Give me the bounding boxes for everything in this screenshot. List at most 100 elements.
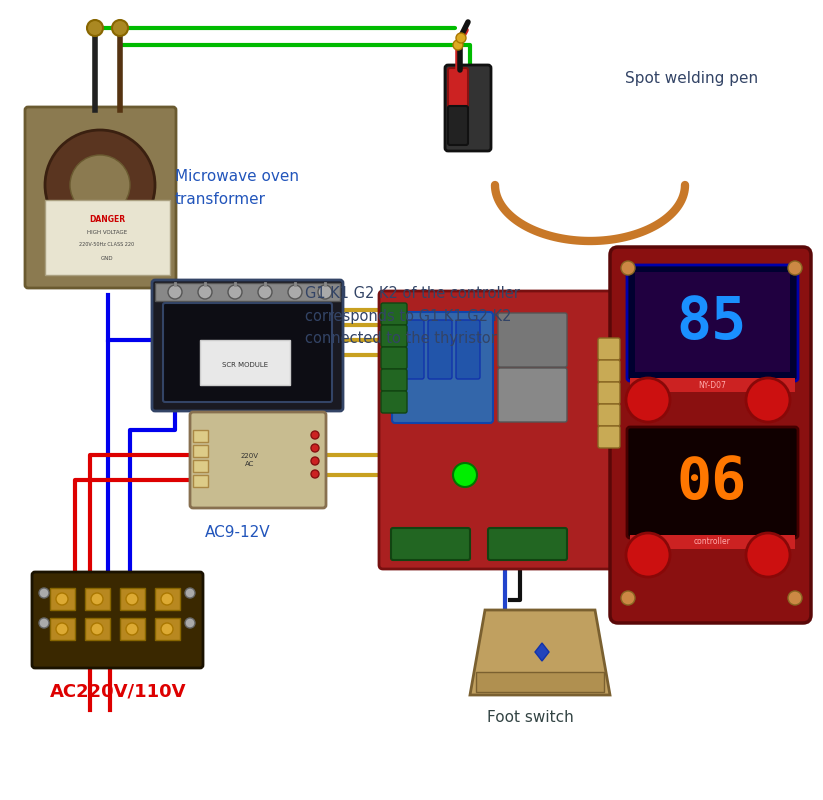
Text: G1 K1 G2 K2 of the controller
corresponds to G1 K1 G2 K2
connected to the thyris: G1 K1 G2 K2 of the controller correspond… <box>305 286 519 346</box>
Bar <box>630 378 795 392</box>
Circle shape <box>87 20 103 36</box>
Circle shape <box>453 40 463 50</box>
Text: 220V-50Hz CLASS 220: 220V-50Hz CLASS 220 <box>80 242 135 247</box>
Circle shape <box>228 285 242 299</box>
FancyBboxPatch shape <box>488 528 567 560</box>
FancyBboxPatch shape <box>392 312 493 423</box>
Text: AC9-12V: AC9-12V <box>205 525 271 540</box>
Circle shape <box>161 593 173 605</box>
Circle shape <box>318 285 332 299</box>
Circle shape <box>56 593 68 605</box>
Circle shape <box>126 593 138 605</box>
Bar <box>193 445 208 457</box>
Circle shape <box>91 593 103 605</box>
Text: 06: 06 <box>677 454 747 511</box>
FancyBboxPatch shape <box>598 426 620 448</box>
Circle shape <box>185 588 195 598</box>
Circle shape <box>311 457 319 465</box>
FancyBboxPatch shape <box>32 572 203 668</box>
FancyBboxPatch shape <box>627 265 798 381</box>
Bar <box>155 618 180 640</box>
Circle shape <box>126 623 138 635</box>
FancyBboxPatch shape <box>381 303 407 325</box>
FancyBboxPatch shape <box>381 391 407 413</box>
FancyBboxPatch shape <box>163 303 332 402</box>
Text: DANGER: DANGER <box>89 215 125 225</box>
Bar <box>635 272 790 372</box>
Bar <box>45 200 170 275</box>
Polygon shape <box>470 610 610 695</box>
Circle shape <box>112 20 128 36</box>
FancyBboxPatch shape <box>381 325 407 347</box>
FancyBboxPatch shape <box>610 247 811 623</box>
FancyBboxPatch shape <box>152 280 343 411</box>
Circle shape <box>70 155 130 215</box>
Circle shape <box>258 285 272 299</box>
Circle shape <box>161 623 173 635</box>
Circle shape <box>185 618 195 628</box>
FancyBboxPatch shape <box>627 427 798 538</box>
Circle shape <box>39 588 49 598</box>
Circle shape <box>311 470 319 478</box>
Bar <box>630 535 795 549</box>
Circle shape <box>626 533 670 577</box>
FancyBboxPatch shape <box>445 65 491 151</box>
Text: Spot welding pen: Spot welding pen <box>625 70 758 86</box>
Circle shape <box>621 591 635 605</box>
Circle shape <box>788 261 802 275</box>
Circle shape <box>91 623 103 635</box>
Text: controller: controller <box>694 538 731 546</box>
Bar <box>200 340 290 385</box>
Text: SCR MODULE: SCR MODULE <box>222 362 268 368</box>
Circle shape <box>198 285 212 299</box>
Bar <box>85 588 110 610</box>
FancyBboxPatch shape <box>456 320 480 379</box>
Bar <box>193 460 208 472</box>
FancyBboxPatch shape <box>391 528 470 560</box>
Bar <box>476 672 604 692</box>
Bar <box>50 618 75 640</box>
Text: 220V
AC: 220V AC <box>241 454 259 466</box>
Circle shape <box>788 591 802 605</box>
Text: NY-D07: NY-D07 <box>698 381 726 390</box>
Bar <box>155 588 180 610</box>
Bar <box>120 588 145 610</box>
Polygon shape <box>535 643 549 661</box>
FancyBboxPatch shape <box>190 412 326 508</box>
FancyBboxPatch shape <box>598 382 620 404</box>
Circle shape <box>56 623 68 635</box>
Circle shape <box>746 533 790 577</box>
Bar <box>155 283 340 301</box>
FancyBboxPatch shape <box>598 404 620 426</box>
Bar <box>193 430 208 442</box>
Circle shape <box>311 431 319 439</box>
FancyBboxPatch shape <box>400 320 424 379</box>
FancyBboxPatch shape <box>598 338 620 360</box>
FancyBboxPatch shape <box>498 313 567 367</box>
Circle shape <box>746 378 790 422</box>
Circle shape <box>168 285 182 299</box>
Text: AC220V/110V: AC220V/110V <box>50 682 187 700</box>
FancyBboxPatch shape <box>25 107 176 288</box>
Circle shape <box>453 463 477 487</box>
Text: HIGH VOLTAGE: HIGH VOLTAGE <box>87 230 127 235</box>
Circle shape <box>288 285 302 299</box>
FancyBboxPatch shape <box>498 368 567 422</box>
Bar <box>50 588 75 610</box>
Text: 85: 85 <box>677 294 747 351</box>
Circle shape <box>311 444 319 452</box>
Bar <box>85 618 110 640</box>
FancyBboxPatch shape <box>381 369 407 391</box>
Text: Foot switch: Foot switch <box>486 710 574 725</box>
FancyBboxPatch shape <box>448 68 468 107</box>
Bar <box>120 618 145 640</box>
Circle shape <box>45 130 155 240</box>
FancyBboxPatch shape <box>448 106 468 145</box>
Bar <box>193 475 208 487</box>
FancyBboxPatch shape <box>428 320 452 379</box>
FancyBboxPatch shape <box>598 360 620 382</box>
Circle shape <box>456 33 466 43</box>
FancyBboxPatch shape <box>381 347 407 369</box>
FancyBboxPatch shape <box>379 291 622 569</box>
Text: Microwave oven
transformer: Microwave oven transformer <box>175 170 299 206</box>
